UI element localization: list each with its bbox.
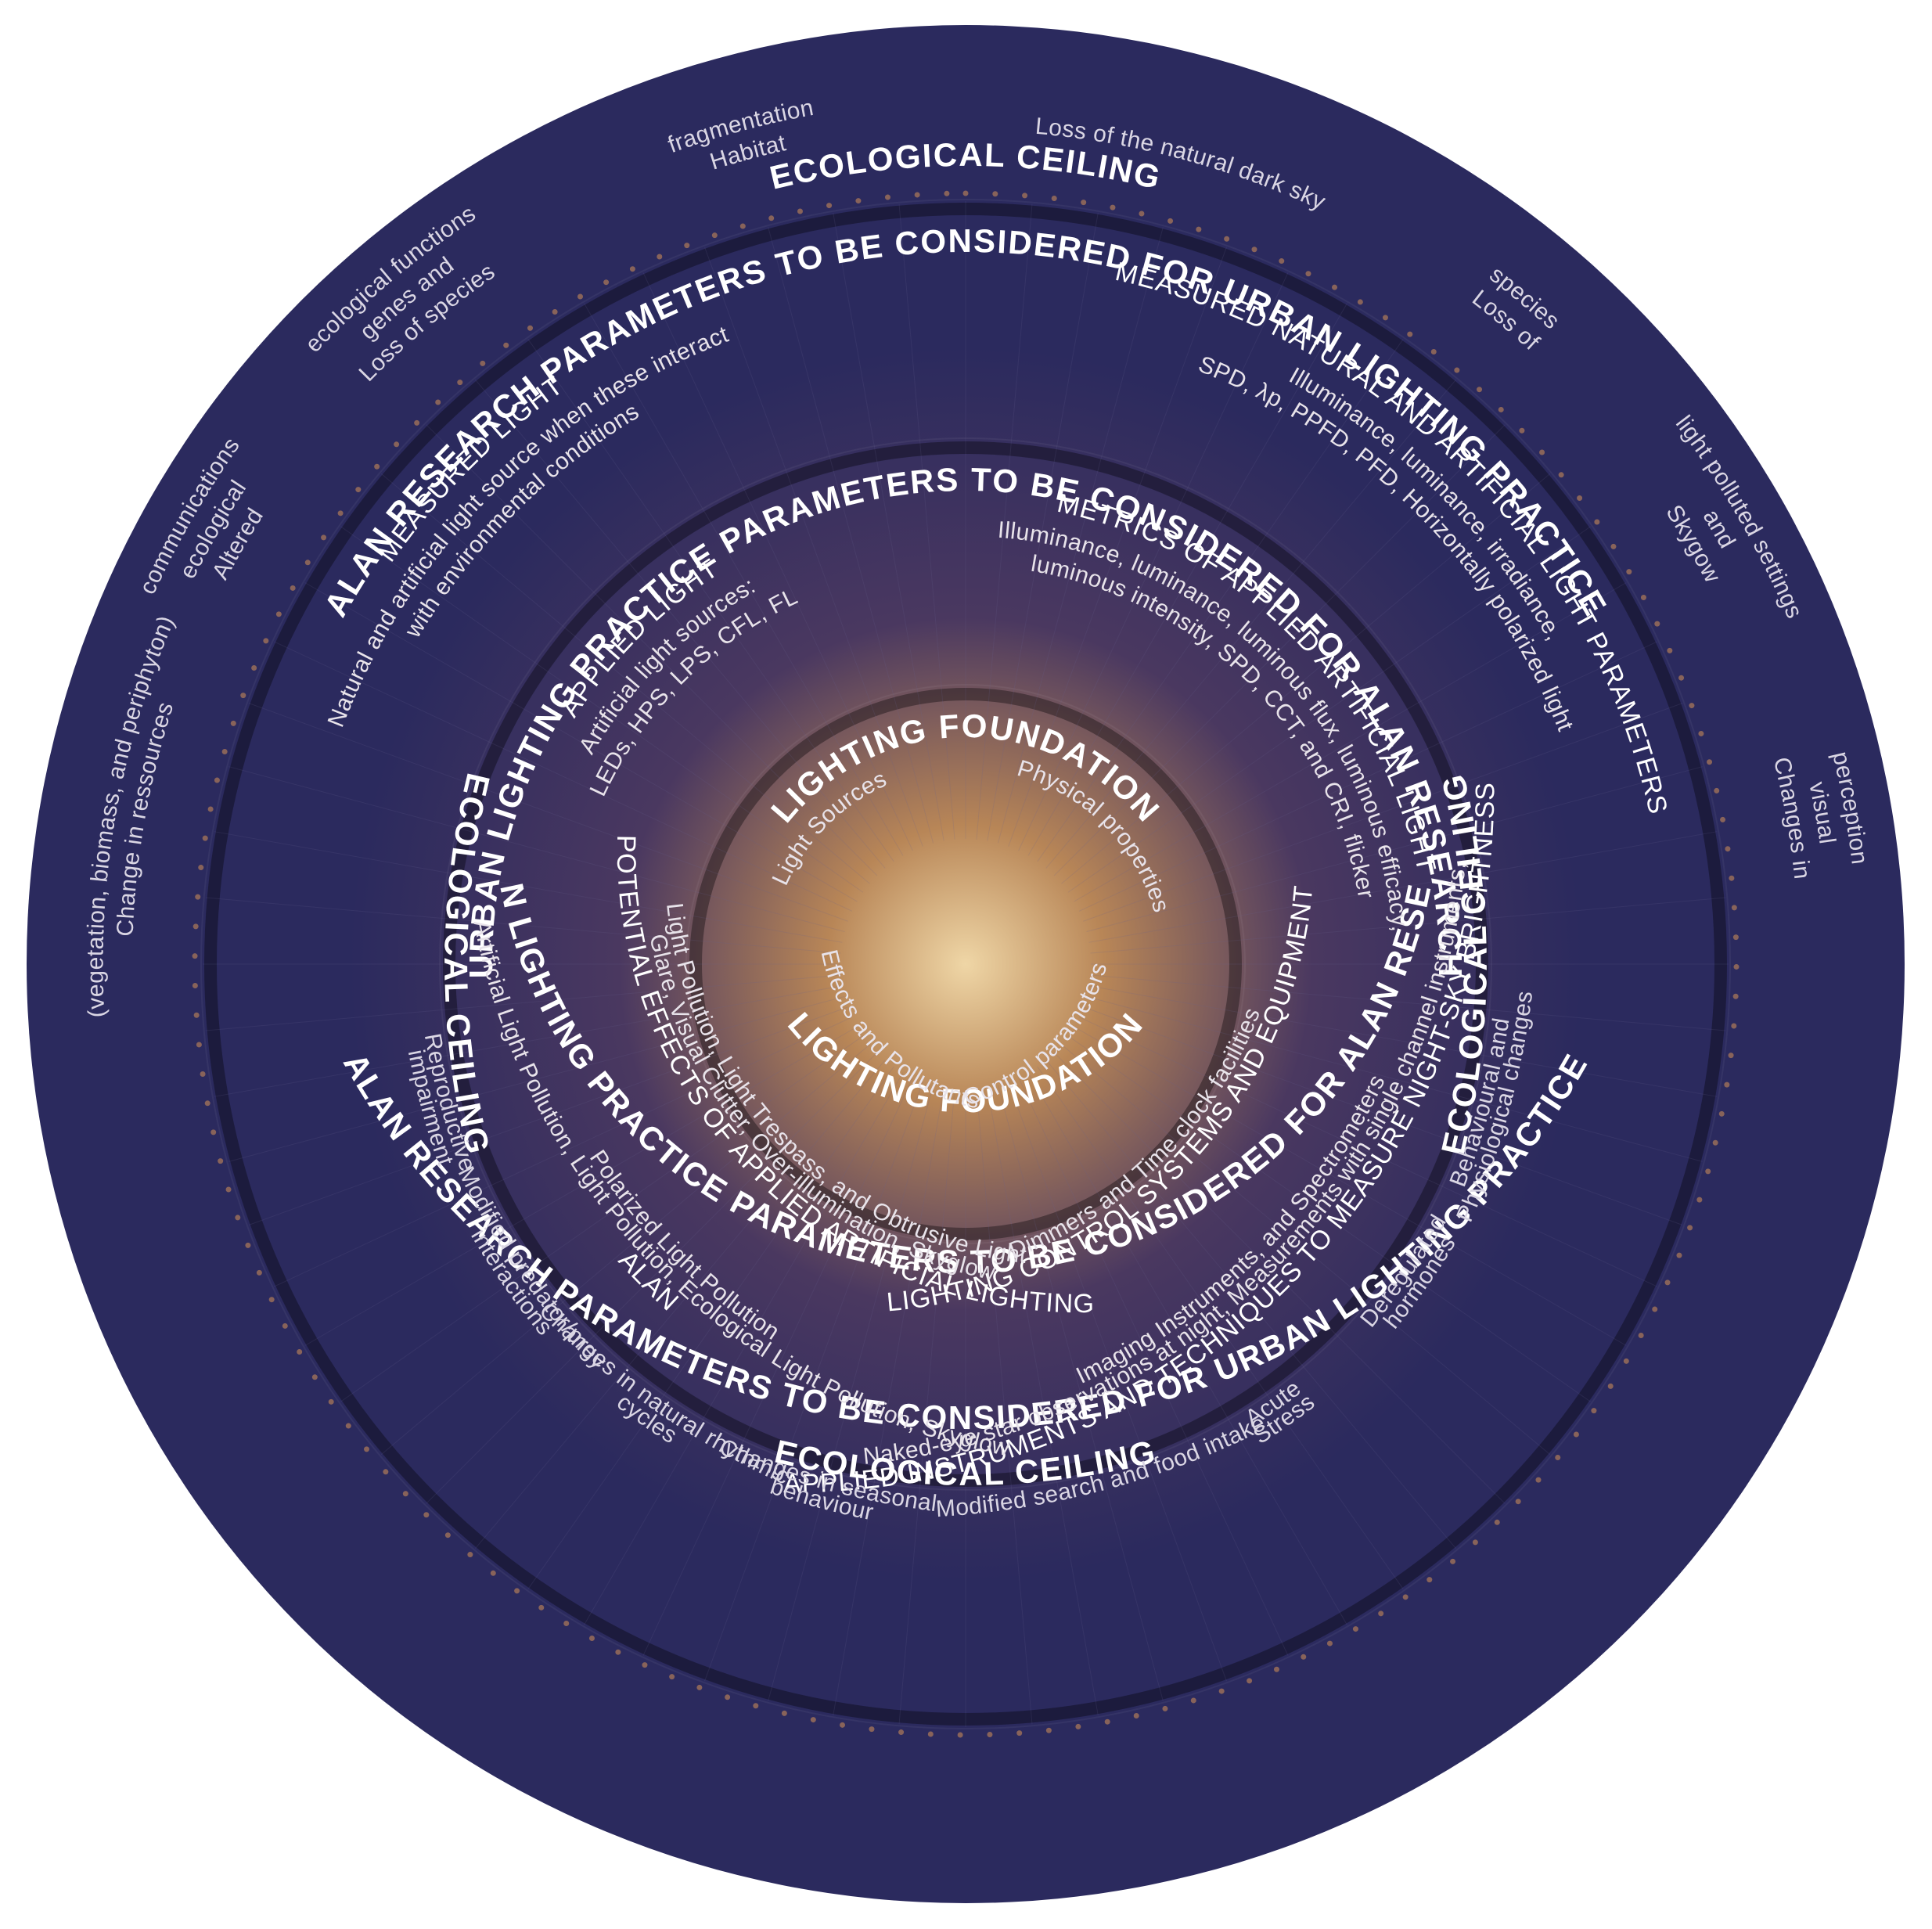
alan-concentric-diagram: LIGHTING FOUNDATIONLIGHTING FOUNDATIONUR… — [0, 0, 1932, 1929]
